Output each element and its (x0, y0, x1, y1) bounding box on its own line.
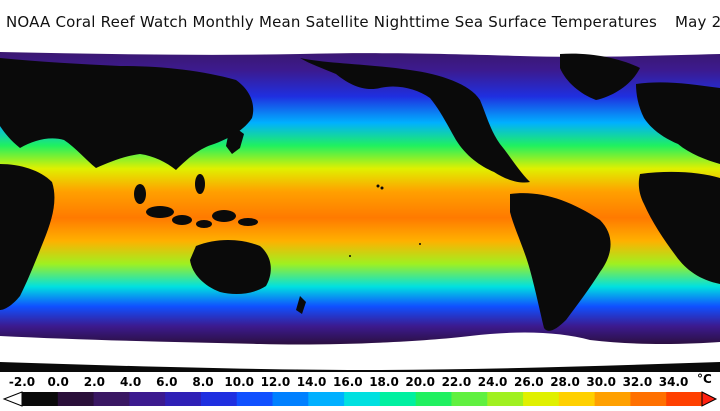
colorbar-tick-label: 32.0 (622, 375, 653, 389)
colorbar-swatch (666, 392, 703, 406)
new-zealand (296, 296, 306, 314)
colorbar-tick-label: 24.0 (477, 375, 508, 389)
colorbar-swatch (22, 392, 59, 406)
europe (636, 82, 720, 164)
colorbar-swatch (415, 392, 453, 406)
sst-map-graphic (0, 44, 720, 372)
sst-map (0, 44, 720, 372)
colorbar-unit: °C (697, 372, 712, 386)
japan (226, 128, 244, 154)
colorbar-swatch (344, 392, 381, 406)
colorbar-swatch (487, 392, 524, 406)
colorbar-tick-label: 2.0 (83, 375, 106, 389)
colorbar-swatch (630, 392, 667, 406)
colorbar-low-arrow (2, 391, 23, 407)
colorbar-tick-label: 0.0 (47, 375, 69, 389)
colorbar-tick-label: 18.0 (369, 375, 399, 389)
title-text: NOAA Coral Reef Watch Monthly Mean Satel… (6, 13, 658, 31)
arctic-ice (0, 44, 720, 57)
colorbar-swatch (379, 392, 417, 406)
antarctica (0, 362, 720, 372)
colorbar-tick-label: 6.0 (156, 375, 178, 389)
maritime-continent (134, 174, 258, 228)
australia (190, 240, 271, 294)
colorbar-swatch (272, 392, 309, 406)
colorbar-tick-label: 28.0 (550, 375, 580, 389)
colorbar-swatch (558, 392, 596, 406)
colorbar-swatch (308, 392, 345, 406)
colorbar-tick-label: -2.0 (8, 375, 36, 389)
colorbar-tick-label: 26.0 (513, 375, 544, 389)
africa-east (0, 164, 55, 310)
colorbar-swatch (165, 392, 202, 406)
colorbar-swatch (523, 392, 560, 406)
colorbar-tick-label: 22.0 (441, 375, 472, 389)
colorbar-swatch (57, 392, 95, 406)
colorbar-tick-label: 10.0 (224, 375, 254, 389)
colorbar-ticks: -2.0 0.0 2.0 4.0 6.0 8.0 10.0 12.0 14.0 16.0 18.0 2… (0, 372, 720, 391)
south-america (510, 193, 611, 331)
greenland (560, 53, 640, 100)
colorbar-tick-label: 4.0 (119, 375, 142, 389)
map-title: NOAA Coral Reef Watch Monthly Mean Satel… (0, 0, 720, 44)
eurasia (0, 58, 254, 170)
colorbar-tick-label: 30.0 (586, 375, 616, 389)
colorbar-tick-label: 16.0 (332, 375, 363, 389)
colorbar-high-arrow (701, 391, 718, 407)
colorbar-swatch (93, 392, 130, 406)
colorbar-swatch (200, 392, 238, 406)
antarctic-ice (0, 332, 720, 372)
colorbar-tick-label: 20.0 (405, 375, 435, 389)
colorbar-swatch (594, 392, 632, 406)
north-america (300, 58, 530, 183)
colorbar-tick-label: 8.0 (192, 375, 214, 389)
colorbar-swatch (236, 392, 274, 406)
africa-west (638, 171, 720, 284)
colorbar-tick-label: 14.0 (296, 375, 327, 389)
colorbar (2, 391, 718, 407)
colorbar-tick-label: 34.0 (658, 375, 689, 389)
pacific-islands (349, 184, 421, 257)
colorbar-swatch (129, 392, 166, 406)
colorbar-swatch (451, 392, 488, 406)
title-date: May 2017 (675, 13, 720, 31)
colorbar-tick-label: 12.0 (260, 375, 291, 389)
